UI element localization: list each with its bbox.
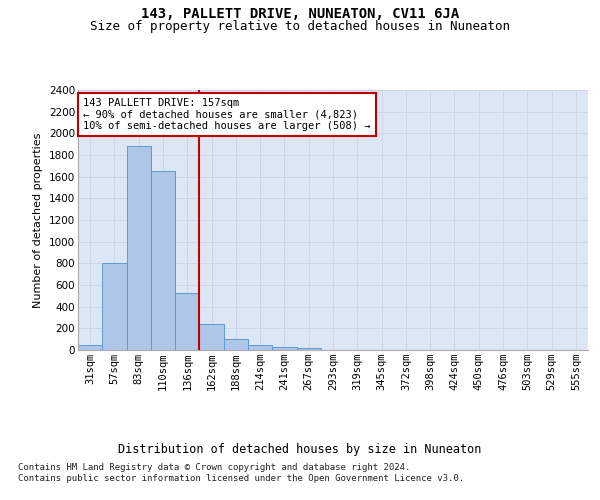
Bar [127, 146, 151, 350]
Text: Contains HM Land Registry data © Crown copyright and database right 2024.: Contains HM Land Registry data © Crown c… [18, 462, 410, 471]
Bar [78, 344, 102, 350]
Bar [102, 264, 127, 350]
Bar [296, 348, 321, 350]
Text: Contains public sector information licensed under the Open Government Licence v3: Contains public sector information licen… [18, 474, 464, 483]
Text: Distribution of detached houses by size in Nuneaton: Distribution of detached houses by size … [118, 442, 482, 456]
Bar [248, 344, 272, 350]
Bar [175, 292, 199, 350]
Text: 143 PALLETT DRIVE: 157sqm
← 90% of detached houses are smaller (4,823)
10% of se: 143 PALLETT DRIVE: 157sqm ← 90% of detac… [83, 98, 371, 131]
Text: Size of property relative to detached houses in Nuneaton: Size of property relative to detached ho… [90, 20, 510, 33]
Y-axis label: Number of detached properties: Number of detached properties [34, 132, 43, 308]
Text: 143, PALLETT DRIVE, NUNEATON, CV11 6JA: 143, PALLETT DRIVE, NUNEATON, CV11 6JA [141, 8, 459, 22]
Bar [224, 339, 248, 350]
Bar [272, 347, 296, 350]
Bar [199, 324, 224, 350]
Bar [151, 171, 175, 350]
